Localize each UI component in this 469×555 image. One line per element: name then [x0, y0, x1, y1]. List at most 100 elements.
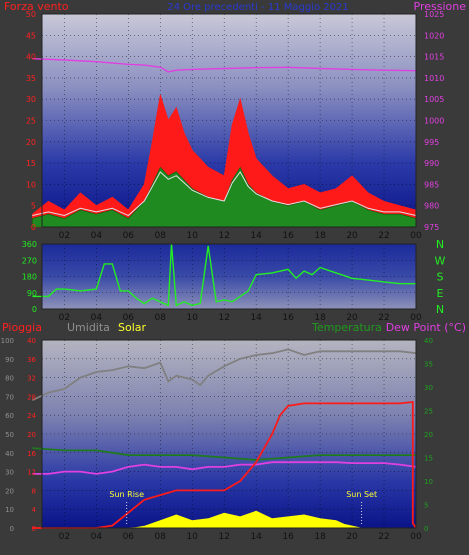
- pressure-y-tick-label: 975: [424, 223, 439, 232]
- x-tick-label: 00: [410, 532, 422, 542]
- rain-y-tick-label: 28: [27, 393, 36, 401]
- x-tick-label: 10: [187, 231, 199, 241]
- x-tick-label: 04: [91, 532, 103, 542]
- x-tick-label: 16: [282, 231, 294, 241]
- temperature-y-tick-label: 35: [424, 361, 433, 369]
- wind-y-tick-label: 20: [26, 138, 36, 147]
- direction-y-tick-label: 180: [22, 273, 37, 282]
- rain-y-tick-label: 16: [27, 450, 36, 458]
- temperature-y-tick-label: 0: [424, 525, 428, 533]
- temperature-label: Temperatura: [311, 321, 382, 334]
- humidity-y-tick-label: 20: [5, 487, 14, 495]
- temperature-y-tick-label: 20: [424, 431, 433, 439]
- sun-event-label: Sun Rise: [109, 490, 144, 499]
- pressure-y-tick-label: 1020: [424, 31, 444, 40]
- rain-y-tick-label: 8: [32, 487, 36, 495]
- pressure-y-tick-label: 1005: [424, 95, 444, 104]
- wind-y-tick-label: 40: [26, 53, 36, 62]
- humidity-y-tick-label: 40: [5, 450, 14, 458]
- x-tick-label: 14: [250, 313, 262, 323]
- x-tick-label: 00: [410, 231, 422, 241]
- x-tick-label: 16: [282, 313, 294, 323]
- solar-label: Solar: [118, 321, 147, 334]
- x-tick-label: 10: [187, 532, 199, 542]
- direction-y-tick-label: 0: [32, 305, 37, 314]
- temperature-y-tick-label: 10: [424, 478, 433, 486]
- wind-force-title: Forza vento: [4, 0, 69, 13]
- wind-y-tick-label: 25: [26, 117, 36, 126]
- rain-label: Pioggia: [2, 321, 42, 334]
- temperature-y-tick-label: 5: [424, 502, 428, 510]
- wind-y-tick-label: 45: [26, 31, 36, 40]
- humidity-y-tick-label: 10: [5, 506, 14, 514]
- x-tick-label: 04: [91, 313, 103, 323]
- temperature-y-tick-label: 40: [424, 337, 433, 345]
- rain-series: [32, 400, 417, 529]
- weather-conditions-chart: Sun Rise Sun Set 02 04 06 08 10 12 14 16 18 20 22 00…: [1, 337, 433, 542]
- wind-y-tick-label: 35: [26, 74, 36, 83]
- humidity-y-tick-label: 50: [5, 431, 14, 439]
- compass-label: N: [436, 303, 444, 316]
- x-tick-label: 16: [282, 532, 294, 542]
- x-tick-label: 06: [123, 231, 135, 241]
- rain-y-tick-label: 20: [27, 431, 36, 439]
- rain-y-tick-label: 32: [27, 375, 36, 383]
- x-tick-label: 08: [155, 313, 167, 323]
- dewpoint-series: [32, 461, 417, 475]
- wind-y-tick-label: 30: [26, 95, 36, 104]
- x-tick-label: 20: [346, 532, 358, 542]
- wind-y-tick-label: 50: [26, 10, 36, 19]
- direction-y-tick-label: 270: [22, 256, 37, 265]
- pressure-y-tick-label: 1000: [424, 117, 444, 126]
- pressure-y-tick-label: 1015: [424, 53, 444, 62]
- wind-gust-series: [32, 94, 417, 228]
- temperature-y-tick-label: 25: [424, 408, 433, 416]
- rain-y-tick-label: 4: [32, 506, 37, 514]
- humidity-series: [32, 348, 417, 402]
- x-tick-label: 00: [410, 313, 422, 323]
- rain-y-tick-label: 40: [27, 337, 36, 345]
- pressure-y-tick-label: 1010: [424, 74, 444, 83]
- rain-y-tick-label: 0: [32, 525, 36, 533]
- wind-y-tick-label: 5: [31, 202, 36, 211]
- direction-y-tick-label: 360: [22, 240, 37, 249]
- x-tick-label: 18: [314, 313, 326, 323]
- pressure-y-tick-label: 1025: [424, 10, 444, 19]
- compass-label: W: [435, 254, 446, 267]
- x-tick-label: 12: [218, 231, 229, 241]
- direction-y-tick-label: 90: [27, 289, 37, 298]
- x-tick-label: 22: [378, 231, 389, 241]
- wind-direction-series: [32, 243, 416, 307]
- x-tick-label: 22: [378, 532, 389, 542]
- x-tick-label: 20: [346, 231, 358, 241]
- humidity-y-tick-label: 90: [5, 356, 14, 364]
- sun-event-label: Sun Set: [346, 490, 377, 499]
- wind-y-tick-label: 10: [26, 180, 36, 189]
- rain-y-tick-label: 36: [27, 356, 36, 364]
- x-tick-label: 02: [59, 532, 70, 542]
- x-tick-label: 12: [218, 532, 229, 542]
- temperature-y-tick-label: 30: [424, 384, 433, 392]
- x-tick-label: 08: [155, 532, 167, 542]
- wind-y-tick-label: 15: [26, 159, 36, 168]
- temperature-series: [32, 447, 416, 461]
- pressure-y-tick-label: 990: [424, 159, 439, 168]
- pressure-title: Pressione: [414, 0, 467, 13]
- x-tick-label: 06: [123, 532, 135, 542]
- compass-label: N: [436, 238, 444, 251]
- pressure-y-tick-label: 995: [424, 138, 439, 147]
- x-tick-label: 18: [314, 532, 326, 542]
- humidity-y-tick-label: 100: [1, 337, 14, 345]
- x-tick-label: 22: [378, 313, 389, 323]
- x-tick-label: 06: [123, 313, 135, 323]
- temperature-y-tick-label: 15: [424, 455, 433, 463]
- humidity-y-tick-label: 70: [5, 393, 14, 401]
- humidity-y-tick-label: 30: [5, 469, 14, 477]
- x-tick-label: 10: [187, 313, 199, 323]
- x-tick-label: 18: [314, 231, 326, 241]
- humidity-y-tick-label: 0: [10, 525, 14, 533]
- x-tick-label: 20: [346, 313, 358, 323]
- x-tick-label: 14: [250, 231, 262, 241]
- x-tick-label: 02: [59, 231, 70, 241]
